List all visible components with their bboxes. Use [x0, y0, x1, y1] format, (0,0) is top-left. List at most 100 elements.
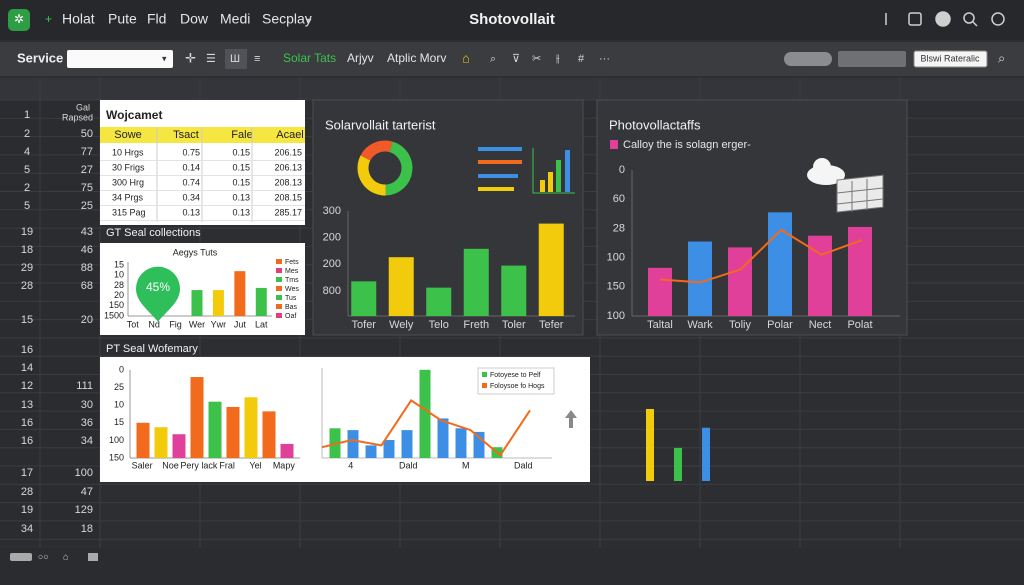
row-number: 34 — [21, 523, 33, 535]
bar — [208, 401, 222, 458]
icon-search[interactable] — [963, 12, 975, 24]
bar — [463, 248, 489, 316]
bar — [347, 430, 359, 458]
bar — [191, 290, 203, 316]
icon-find[interactable]: ⌕ — [490, 53, 496, 65]
status-icons: ○○ ⌂ — [10, 551, 98, 561]
icon-save[interactable] — [908, 12, 922, 26]
cell-value: 18 — [81, 523, 93, 535]
icon-home[interactable]: ⌂ — [462, 50, 470, 65]
legend-label: Mes — [285, 268, 299, 275]
legend-label: Fotoyese to Pelf — [490, 372, 541, 379]
toggle[interactable] — [784, 52, 832, 66]
status-icon[interactable]: ○○ — [38, 551, 49, 561]
table-header: Tsact — [173, 129, 199, 141]
legend-label: Fets — [285, 259, 299, 266]
menu-item[interactable]: Pute — [108, 11, 137, 27]
bar — [280, 443, 294, 458]
icon-bar — [565, 150, 570, 192]
icon-cols[interactable]: Ш — [230, 53, 240, 65]
row-number: 4 — [24, 146, 30, 158]
pin-label: 45% — [146, 280, 170, 294]
bar — [190, 377, 204, 458]
donut-segment — [357, 155, 386, 196]
donut-segment — [360, 140, 393, 161]
x-tick-label: M — [462, 460, 470, 470]
app-icon[interactable] — [8, 9, 30, 31]
menu-item[interactable]: Dow — [180, 11, 209, 27]
bar — [728, 247, 752, 316]
plus-icon[interactable]: + — [45, 12, 52, 26]
x-tick-label: Noe — [162, 460, 179, 470]
toolbar-button-frame[interactable] — [913, 50, 988, 68]
row-number: 17 — [21, 467, 33, 479]
x-tick-label: Nd — [148, 319, 160, 329]
x-tick-label: Toliy — [729, 319, 752, 331]
row-number: 5 — [24, 164, 30, 176]
x-tick-label: Freth — [463, 319, 489, 331]
toolbar-tab[interactable]: Arjyv — [347, 51, 374, 65]
icon-filter[interactable]: ⊽ — [512, 53, 520, 65]
menu-item[interactable]: Medi — [220, 11, 250, 27]
status-icon[interactable] — [88, 553, 98, 561]
x-tick-label: 4 — [348, 460, 353, 470]
icon-bar — [556, 160, 561, 192]
table-cell: 206.15 — [274, 147, 302, 157]
status-icon[interactable]: ⌂ — [63, 551, 68, 561]
y-tick-label: 150 — [607, 281, 625, 293]
cell-value: 20 — [81, 314, 93, 326]
icon-list[interactable]: ☰ — [206, 53, 216, 65]
toolbar-button[interactable]: Blswi Rateralic — [920, 53, 980, 63]
y-tick-label: 28 — [613, 222, 625, 234]
cell-value: 25 — [81, 200, 93, 212]
icon-cut[interactable]: ✂ — [532, 53, 541, 65]
y-tick-label: 100 — [607, 252, 625, 264]
dropdown[interactable] — [67, 50, 173, 68]
icon-grid[interactable]: # — [578, 53, 585, 65]
app-icon-glyph: ✲ — [14, 12, 24, 26]
y-tick-label: 0 — [619, 164, 625, 176]
y-tick-label: 60 — [613, 193, 625, 205]
icon-move[interactable]: ✛ — [185, 50, 196, 65]
bar — [226, 406, 240, 458]
icon-align[interactable]: ≡ — [254, 53, 260, 65]
x-tick-label: Toler — [502, 319, 526, 331]
toolbar-tab[interactable]: Solar Tats — [283, 51, 336, 65]
legend-swatch — [276, 259, 282, 264]
toolbar-tab[interactable]: Atplic Morv — [387, 51, 446, 65]
x-tick-label: Tot — [127, 319, 140, 329]
y-tick-label: 10 — [114, 270, 124, 280]
legend-swatch — [276, 304, 282, 309]
icon-bar — [478, 147, 522, 151]
icon-more[interactable]: ··· — [599, 53, 610, 65]
legend-icon — [478, 147, 575, 194]
icon-split[interactable]: ⫲ — [556, 53, 560, 65]
menu-item[interactable]: Secplay — [262, 11, 312, 27]
y-tick-label: 800 — [323, 285, 341, 297]
row-number: 19 — [21, 504, 33, 516]
y-tick-label: 200 — [323, 258, 341, 270]
icon-search-handle — [972, 21, 978, 27]
menu-item[interactable]: Holat — [62, 11, 95, 27]
column-header-strip — [0, 78, 1024, 100]
search-box[interactable] — [838, 51, 906, 67]
bar — [388, 257, 414, 316]
menu-arrow: ▾ — [307, 15, 312, 25]
icon-profile[interactable] — [935, 11, 951, 27]
y-tick-label: 0 — [119, 364, 124, 374]
donut-segment — [385, 141, 413, 196]
bar — [234, 271, 246, 316]
grid-icon — [836, 174, 884, 213]
bar — [437, 418, 449, 458]
icon-search-2[interactable]: ⌕ — [998, 50, 1005, 65]
table-cell: 10 Hrgs — [112, 147, 144, 157]
cloud-icon — [807, 158, 884, 213]
legend-swatch — [276, 268, 282, 273]
icon-power[interactable] — [991, 12, 1005, 26]
row-number: 16 — [21, 435, 33, 447]
cell-value: 75 — [81, 182, 93, 194]
menu-item[interactable]: Fld — [147, 11, 166, 27]
status-icon[interactable] — [10, 553, 32, 561]
row-number: 2 — [24, 182, 30, 194]
